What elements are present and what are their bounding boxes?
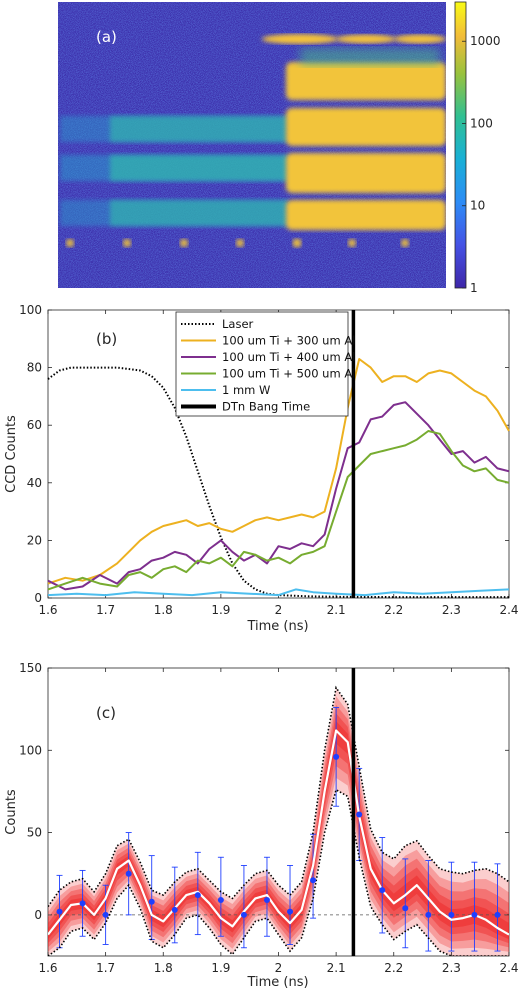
panel-b-chart: 1.6 1.7 1.8 1.9 2 2.1 2.2 2.3 2.4 0 20 40 60 80 100 (b…: [4, 303, 519, 634]
panel-c-data-point: [471, 911, 478, 918]
panel-b-x-tick-label: 2.1: [327, 603, 346, 617]
colorbar-ticks: 1 10 100 1000: [462, 34, 501, 295]
panel-c-data-point: [194, 892, 201, 899]
panel-b-x-tick-label: 2.4: [499, 603, 518, 617]
panel-b-legend: Laser 100 um Ti + 300 um Al 100 um Ti + 40…: [175, 311, 355, 417]
panel-c-data-point: [402, 905, 409, 912]
panel-c-band-layer: [48, 713, 509, 944]
panel-b-x-tick-label: 1.8: [154, 603, 173, 617]
panel-b-x-tick-label: 2: [275, 603, 283, 617]
panel-c-data-point: [379, 887, 386, 894]
panel-c-y-tick-label: 150: [19, 661, 42, 675]
panel-c-label: (c): [96, 704, 116, 722]
panel-c-upper-bound: [48, 685, 509, 908]
panel-c-data-point: [333, 753, 340, 760]
panel-b-series-line: [47, 358, 510, 585]
panel-c-data-point: [125, 870, 132, 877]
panel-c-x-tick-label: 2.1: [327, 961, 346, 975]
panel-c-band-layer: [48, 696, 509, 952]
panel-b-series-line: [47, 588, 510, 597]
panel-b-legend-entry: Laser: [222, 317, 254, 331]
panel-c-data-point: [263, 897, 270, 904]
panel-c-data-point: [356, 811, 363, 818]
panel-c-data-point: [240, 911, 247, 918]
panel-b-series-line: [47, 430, 510, 591]
panel-b-legend-entry: 100 um Ti + 400 um Al: [222, 350, 355, 364]
panel-c-x-tick-label: 2.3: [442, 961, 461, 975]
panel-c-data-point: [102, 911, 109, 918]
panel-c-ticks: 1.6 1.7 1.8 1.9 2 2.1 2.2 2.3 2.4 0 50 100 150: [19, 661, 518, 975]
panel-c-chart: 1.6 1.7 1.8 1.9 2 2.1 2.2 2.3 2.4 0 50 100 150 (c) T…: [4, 661, 519, 990]
panel-c-x-tick-label: 2.2: [384, 961, 403, 975]
panel-b-label: (b): [96, 330, 117, 348]
panel-c-x-tick-label: 1.6: [38, 961, 57, 975]
panel-b-x-tick-label: 1.7: [96, 603, 115, 617]
panel-b-legend-entry: 1 mm W: [222, 383, 270, 397]
panel-c-x-tick-label: 1.9: [211, 961, 230, 975]
panel-b-series-line: [47, 366, 509, 599]
colorbar-tick-label: 10: [470, 199, 485, 213]
panel-c-y-tick-label: 0: [34, 908, 42, 922]
colorbar-tick-label: 100: [470, 116, 493, 130]
panel-b-legend-box: [175, 311, 349, 417]
panel-c-y-tick-label: 100: [19, 743, 42, 757]
panel-a-label: (a): [96, 28, 117, 46]
panel-c-data-point: [148, 898, 155, 905]
panel-c-x-tick-label: 1.7: [96, 961, 115, 975]
panel-c-plot-area: [47, 667, 510, 957]
panel-c-y-tick-label: 50: [27, 826, 42, 840]
panel-b-x-tick-label: 1.9: [211, 603, 230, 617]
panel-b-ticks: 1.6 1.7 1.8 1.9 2 2.1 2.2 2.3 2.4 0 20 40 60 80 100: [19, 303, 518, 617]
panel-b-legend-entry: 100 um Ti + 300 um Al: [222, 334, 355, 348]
panel-c-data-point: [287, 908, 294, 915]
panel-b-x-tick-label: 2.3: [442, 603, 461, 617]
panel-b-series-line: [47, 401, 510, 591]
panel-c-y-axis-label: Counts: [4, 789, 19, 835]
panel-b-x-tick-label: 2.2: [384, 603, 403, 617]
panel-b-y-tick-label: 80: [27, 361, 42, 375]
panel-c-mean-curve: [48, 729, 509, 936]
panel-c-x-tick-label: 2.4: [499, 961, 518, 975]
colorbar-tick-label: 1000: [470, 34, 501, 48]
panel-c-data-point: [56, 908, 63, 915]
panel-b-legend-entry: DTn Bang Time: [222, 400, 310, 414]
panel-c-data-point: [448, 911, 455, 918]
panel-b-legend-entry: 100 um Ti + 500 um Al: [222, 367, 355, 381]
panel-c-data-point: [310, 877, 317, 884]
panel-c-series: [48, 668, 509, 956]
panel-c-data-point: [494, 911, 501, 918]
panel-c-data-point: [79, 900, 86, 907]
panel-c-x-tick-label: 1.8: [154, 961, 173, 975]
panel-b-y-tick-label: 0: [34, 591, 42, 605]
panel-c-data-point: [171, 906, 178, 913]
panel-b-y-tick-label: 40: [27, 476, 42, 490]
panel-b-y-tick-label: 20: [27, 533, 42, 547]
panel-c-band-layer: [48, 687, 509, 956]
panel-c-x-tick-label: 2: [275, 961, 283, 975]
colorbar: [454, 1, 467, 289]
panel-b-x-axis-label: Time (ns): [246, 619, 308, 634]
panel-c-data-point: [425, 911, 432, 918]
panel-b-y-tick-label: 60: [27, 418, 42, 432]
colorbar-tick-label: 1: [470, 281, 478, 295]
panel-c-data-point: [217, 897, 224, 904]
panel-b-y-axis-label: CCD Counts: [4, 415, 19, 493]
panel-c-band-layer: [48, 704, 509, 948]
panel-b-series: [47, 310, 510, 599]
panel-a-image: (a) 1 10 100 1000: [58, 1, 501, 295]
panel-b-y-tick-label: 100: [19, 303, 42, 317]
panel-b-x-tick-label: 1.6: [38, 603, 57, 617]
panel-c-x-axis-label: Time (ns): [246, 975, 308, 990]
image-features: [58, 2, 446, 288]
